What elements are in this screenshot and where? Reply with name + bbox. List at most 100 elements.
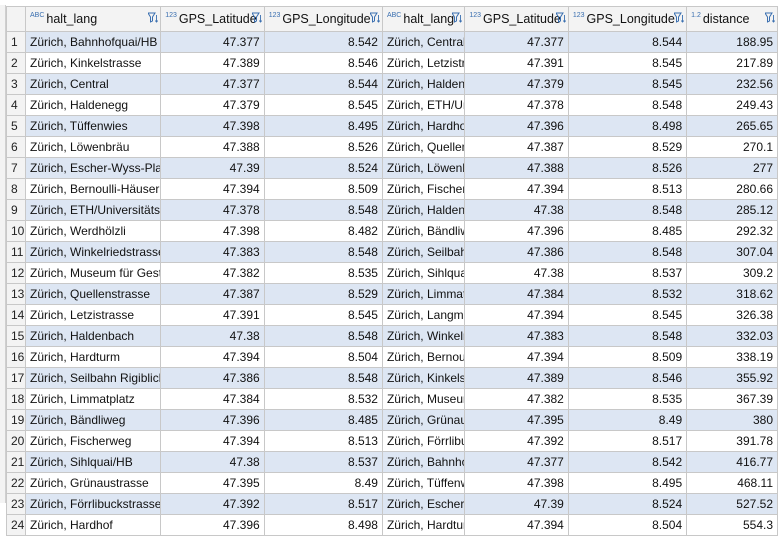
table-cell-number[interactable]: 8.509 [263,178,383,200]
table-cell-number[interactable]: 554.3 [686,514,778,536]
table-cell-number[interactable]: 47.383 [464,325,569,347]
table-cell-number[interactable]: 265.65 [686,115,778,137]
table-cell-text[interactable]: Zürich, Hardhof [24,514,162,536]
table-cell-number[interactable]: 8.517 [263,493,383,515]
table-cell-number[interactable]: 47.384 [464,283,569,305]
row-number[interactable]: 6 [6,136,26,158]
table-cell-number[interactable]: 8.524 [567,493,688,515]
table-cell-number[interactable]: 47.394 [464,514,569,536]
filter-sort-icon[interactable] [251,12,262,24]
table-cell-text[interactable]: Zürich, Central [24,73,162,95]
row-number[interactable]: 3 [6,73,26,95]
table-cell-number[interactable]: 8.542 [263,31,383,53]
table-cell-text[interactable]: Zürich, Bändliweg [24,409,162,431]
table-cell-number[interactable]: 8.548 [567,199,688,221]
filter-sort-icon[interactable] [765,12,775,24]
row-number[interactable]: 8 [6,178,26,200]
table-cell-number[interactable]: 8.517 [567,430,688,452]
table-cell-number[interactable]: 232.56 [686,73,778,95]
table-cell-number[interactable]: 47.389 [160,52,265,74]
table-cell-number[interactable]: 8.504 [567,514,688,536]
table-cell-text[interactable]: Zürich, Quellenstrasse [24,283,162,305]
table-cell-number[interactable]: 47.379 [160,94,265,116]
table-cell-number[interactable]: 280.66 [686,178,778,200]
table-cell-text[interactable]: Zürich, Bahnhofquai/HB [381,451,466,473]
table-cell-number[interactable]: 8.482 [263,220,383,242]
table-cell-number[interactable]: 47.388 [464,157,569,179]
table-cell-number[interactable]: 47.386 [464,241,569,263]
table-row[interactable]: 7 Zürich, Escher-Wyss-Platz 47.39 8.524 Züri… [6,157,778,179]
table-cell-text[interactable]: Zürich, Tüffenwies [381,472,466,494]
table-cell-number[interactable]: 47.378 [464,94,569,116]
table-cell-text[interactable]: Zürich, Haldenegg [24,94,162,116]
table-cell-text[interactable]: Zürich, Löwenbräu [381,157,466,179]
table-cell-number[interactable]: 285.12 [686,199,778,221]
table-cell-number[interactable]: 527.52 [686,493,778,515]
table-cell-number[interactable]: 47.38 [464,262,569,284]
row-number[interactable]: 1 [6,31,26,53]
table-cell-number[interactable]: 8.498 [263,514,383,536]
table-cell-number[interactable]: 8.529 [567,136,688,158]
table-cell-number[interactable]: 47.396 [160,409,265,431]
table-cell-text[interactable]: Zürich, Winkelriedstrasse [381,325,466,347]
table-cell-number[interactable]: 47.377 [160,31,265,53]
table-cell-number[interactable]: 8.545 [263,304,383,326]
table-cell-number[interactable]: 47.394 [160,178,265,200]
table-cell-text[interactable]: Zürich, Grünaustrasse [381,409,466,431]
table-cell-number[interactable]: 47.395 [160,472,265,494]
table-cell-number[interactable]: 292.32 [686,220,778,242]
table-row[interactable]: 20 Zürich, Fischerweg 47.394 8.513 Zürich, F… [6,430,778,452]
table-cell-text[interactable]: Zürich, ETH/Universitätsspital [24,199,162,221]
table-cell-number[interactable]: 326.38 [686,304,778,326]
table-cell-number[interactable]: 8.548 [263,199,383,221]
table-row[interactable]: 8 Zürich, Bernoulli-Häuser 47.394 8.509 Züri… [6,178,778,200]
table-cell-number[interactable]: 318.62 [686,283,778,305]
row-number[interactable]: 14 [6,304,26,326]
table-cell-text[interactable]: Zürich, Fischerweg [24,430,162,452]
table-row[interactable]: 4 Zürich, Haldenegg 47.379 8.545 Zürich, ETH… [6,94,778,116]
table-row[interactable]: 5 Zürich, Tüffenwies 47.398 8.495 Zürich, Ha… [6,115,778,137]
table-cell-text[interactable]: Zürich, ETH/Universitätsspital [381,94,466,116]
table-cell-number[interactable]: 8.548 [567,325,688,347]
table-cell-number[interactable]: 47.377 [160,73,265,95]
table-cell-text[interactable]: Zürich, Bahnhofquai/HB [24,31,162,53]
row-number[interactable]: 18 [6,388,26,410]
column-header-halt-lang[interactable]: ABC halt_lang [381,6,466,32]
table-row[interactable]: 22 Zürich, Grünaustrasse 47.395 8.49 Zürich,… [6,472,778,494]
table-cell-text[interactable]: Zürich, Escher-Wyss-Platz [381,493,466,515]
table-row[interactable]: 24 Zürich, Hardhof 47.396 8.498 Zürich, Hard… [6,514,778,536]
table-cell-number[interactable]: 47.377 [464,451,569,473]
table-cell-number[interactable]: 47.377 [464,31,569,53]
table-cell-text[interactable]: Zürich, Central [381,31,466,53]
table-cell-text[interactable]: Zürich, Kinkelstrasse [381,367,466,389]
table-cell-text[interactable]: Zürich, Seilbahn Rigiblick [381,241,466,263]
table-cell-number[interactable]: 47.382 [464,388,569,410]
table-cell-number[interactable]: 8.509 [567,346,688,368]
table-cell-number[interactable]: 8.526 [567,157,688,179]
column-header-halt-lang[interactable]: ABC halt_lang [24,6,162,32]
table-cell-number[interactable]: 47.383 [160,241,265,263]
table-cell-number[interactable]: 249.43 [686,94,778,116]
table-row[interactable]: 6 Zürich, Löwenbräu 47.388 8.526 Zürich, Que… [6,136,778,158]
table-row[interactable]: 1 Zürich, Bahnhofquai/HB 47.377 8.542 Zürich… [6,31,778,53]
filter-sort-icon[interactable] [369,12,380,24]
table-cell-number[interactable]: 47.38 [464,199,569,221]
table-cell-number[interactable]: 8.545 [567,52,688,74]
table-cell-number[interactable]: 47.398 [464,472,569,494]
table-cell-number[interactable]: 8.537 [263,451,383,473]
table-row[interactable]: 23 Zürich, Förrlibuckstrasse 47.392 8.517 Zü… [6,493,778,515]
row-number[interactable]: 20 [6,430,26,452]
row-number[interactable]: 23 [6,493,26,515]
table-cell-number[interactable]: 8.526 [263,136,383,158]
table-cell-number[interactable]: 47.387 [464,136,569,158]
row-number[interactable]: 7 [6,157,26,179]
table-cell-number[interactable]: 8.545 [263,94,383,116]
table-cell-number[interactable]: 47.39 [160,157,265,179]
table-cell-number[interactable]: 47.398 [160,115,265,137]
table-row[interactable]: 16 Zürich, Hardturm 47.394 8.504 Zürich, Ber… [6,346,778,368]
table-cell-number[interactable]: 217.89 [686,52,778,74]
column-header-distance[interactable]: 1.2 distance [686,6,778,32]
table-cell-text[interactable]: Zürich, Hardturm [381,514,466,536]
table-cell-text[interactable]: Zürich, Langmauerstrasse [381,304,466,326]
